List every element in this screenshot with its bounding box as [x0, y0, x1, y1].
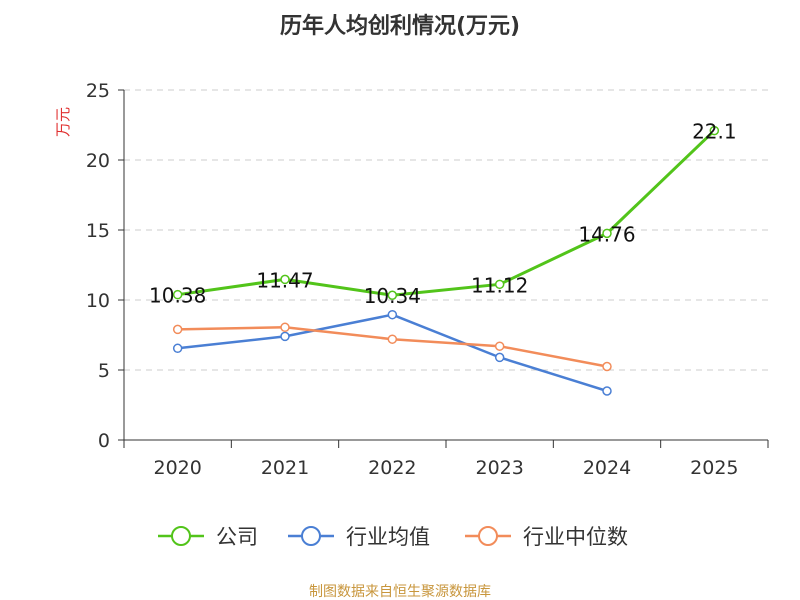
- series-line-0: [177, 129, 716, 297]
- grid-lines: [124, 89, 768, 371]
- x-tick-label-2024: 2024: [583, 457, 631, 479]
- series-2-point-2020: [172, 324, 183, 335]
- legend-label-1: 行业均值: [346, 525, 430, 549]
- y-tick-label-5: 5: [98, 360, 110, 382]
- x-tick-label-2023: 2023: [475, 457, 523, 479]
- data-label-2025: 22.1: [692, 120, 737, 144]
- series-0-point-2022: [387, 290, 398, 300]
- data-label-2024: 14.76: [578, 222, 635, 246]
- source-note: 制图数据来自恒生聚源数据库: [309, 584, 491, 600]
- series-1-point-2023: [494, 352, 505, 363]
- series-0-point-2021: [280, 274, 290, 285]
- y-axis-label: 万元: [54, 107, 72, 137]
- x-tick-label-2021: 2021: [261, 457, 309, 479]
- series-1-point-2021: [280, 331, 290, 342]
- x-tick-label-2022: 2022: [368, 457, 416, 479]
- series-0-point-2024: [602, 228, 612, 239]
- series-0-point-2025: [709, 125, 720, 136]
- series-1-point-2024: [602, 386, 612, 396]
- legend-marker-1: [301, 526, 321, 546]
- legend-marker-0: [171, 526, 191, 546]
- x-tick-label-2020: 2020: [153, 457, 201, 479]
- series-2-point-2021: [280, 322, 290, 333]
- series-2-point-2022: [387, 334, 398, 344]
- legend-label-2: 行业中位数: [523, 525, 628, 549]
- data-labels: 10.38 11.47 10.34 11.12 14.76 22.1: [149, 120, 737, 309]
- chart-title: 历年人均创利情况(万元): [280, 13, 520, 39]
- series-layer: [172, 125, 720, 396]
- data-label-2021: 11.47: [256, 268, 313, 292]
- data-label-2020: 10.38: [149, 284, 206, 308]
- series-1-point-2020: [172, 343, 183, 354]
- data-label-2022: 10.34: [364, 284, 421, 308]
- data-label-2023: 11.12: [471, 273, 528, 297]
- y-tick-label-20: 20: [86, 150, 110, 172]
- series-0-point-2020: [172, 289, 183, 300]
- legend: 公司 行业均值 行业中位数: [158, 525, 628, 549]
- series-line-2: [177, 326, 608, 368]
- series-0-point-2023: [494, 279, 505, 290]
- x-tick-label-2025: 2025: [690, 457, 738, 479]
- series-1-point-2022: [387, 309, 398, 320]
- legend-label-0: 公司: [216, 525, 258, 549]
- legend-marker-2: [478, 526, 498, 546]
- series-2-point-2024: [602, 361, 612, 372]
- y-tick-label-0: 0: [98, 430, 110, 452]
- series-2-point-2023: [494, 341, 505, 351]
- y-tick-label-25: 25: [86, 80, 110, 102]
- series-line-1: [177, 313, 608, 393]
- y-tick-label-10: 10: [86, 290, 110, 312]
- y-tick-label-15: 15: [86, 220, 110, 242]
